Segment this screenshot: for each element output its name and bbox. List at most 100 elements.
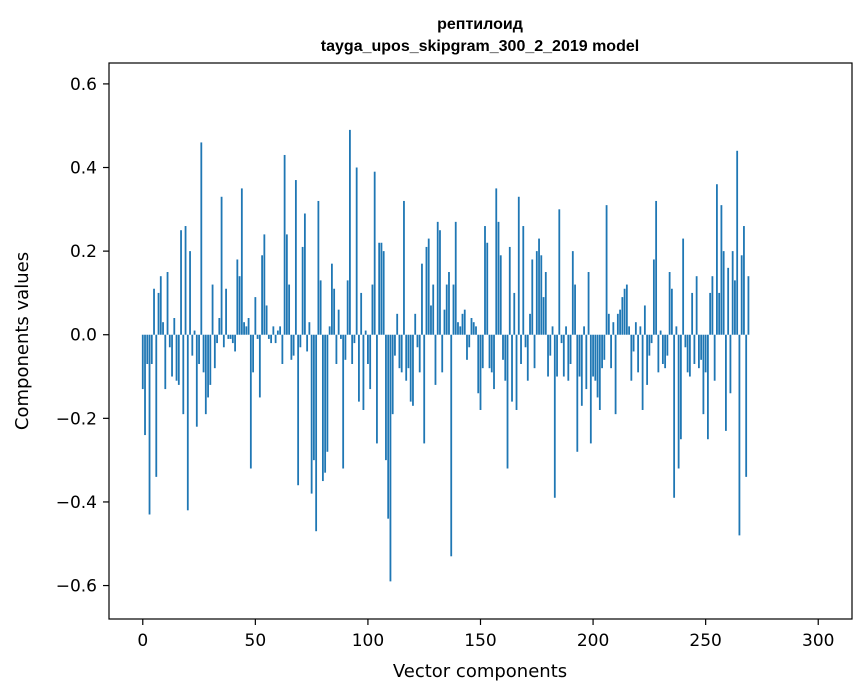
bar-198 bbox=[587, 272, 590, 335]
bar-120 bbox=[412, 334, 414, 406]
bar-225 bbox=[648, 334, 651, 356]
bar-250 bbox=[704, 334, 707, 373]
bar-114 bbox=[398, 334, 401, 369]
bar-89 bbox=[342, 334, 345, 469]
bar-150 bbox=[479, 334, 482, 410]
bar-17 bbox=[180, 230, 182, 335]
bar-176 bbox=[538, 238, 540, 335]
bar-86 bbox=[335, 334, 338, 364]
bar-269 bbox=[747, 276, 750, 335]
x-tick-label: 50 bbox=[245, 631, 267, 651]
bar-28 bbox=[204, 334, 207, 415]
bar-197 bbox=[585, 334, 588, 390]
bar-244 bbox=[691, 292, 694, 335]
bar-215 bbox=[625, 284, 628, 335]
bar-59 bbox=[274, 334, 277, 344]
bar-184 bbox=[556, 334, 558, 377]
bar-58 bbox=[272, 326, 275, 335]
bar-220 bbox=[637, 334, 640, 373]
bar-126 bbox=[425, 246, 428, 335]
bar-238 bbox=[677, 334, 680, 469]
bar-25 bbox=[198, 334, 200, 364]
bar-229 bbox=[657, 334, 660, 373]
bar-81 bbox=[324, 334, 327, 473]
bar-88 bbox=[340, 334, 342, 339]
bar-95 bbox=[355, 167, 358, 335]
bar-130 bbox=[434, 334, 437, 385]
bar-168 bbox=[520, 334, 522, 364]
bar-36 bbox=[222, 334, 225, 348]
bar-161 bbox=[504, 334, 507, 381]
bar-100 bbox=[367, 334, 369, 364]
bar-159 bbox=[499, 255, 502, 335]
bar-105 bbox=[378, 242, 381, 335]
bar-248 bbox=[700, 334, 703, 360]
bar-163 bbox=[508, 246, 511, 335]
bar-237 bbox=[675, 326, 678, 335]
bar-14 bbox=[173, 318, 176, 335]
bar-171 bbox=[526, 334, 529, 381]
bar-247 bbox=[698, 334, 700, 369]
bar-0 bbox=[141, 334, 144, 390]
bar-189 bbox=[567, 334, 570, 381]
bar-93 bbox=[351, 334, 354, 364]
bar-258 bbox=[722, 251, 725, 335]
bar-79 bbox=[319, 280, 322, 335]
bar-158 bbox=[497, 221, 500, 335]
bar-239 bbox=[679, 334, 682, 440]
bar-70 bbox=[299, 334, 302, 348]
bar-219 bbox=[634, 322, 637, 335]
bar-266 bbox=[740, 255, 743, 335]
bar-65 bbox=[288, 284, 291, 335]
bar-146 bbox=[470, 318, 473, 335]
bar-227 bbox=[652, 259, 655, 335]
bar-213 bbox=[621, 297, 624, 335]
bar-101 bbox=[369, 334, 372, 390]
bar-211 bbox=[616, 313, 619, 335]
bar-217 bbox=[630, 334, 633, 381]
y-axis-label: Components values bbox=[12, 252, 33, 430]
bar-201 bbox=[594, 334, 597, 381]
bar-170 bbox=[524, 334, 527, 348]
bar-131 bbox=[436, 221, 439, 335]
bar-212 bbox=[619, 309, 621, 335]
bar-63 bbox=[283, 154, 286, 335]
bar-174 bbox=[533, 334, 536, 369]
bar-133 bbox=[441, 334, 444, 373]
bar-256 bbox=[718, 292, 721, 335]
bar-143 bbox=[463, 309, 466, 335]
bar-21 bbox=[189, 251, 191, 335]
bar-222 bbox=[641, 334, 644, 410]
bar-224 bbox=[646, 334, 649, 385]
bar-37 bbox=[225, 288, 227, 335]
bar-106 bbox=[380, 242, 383, 335]
bar-148 bbox=[475, 326, 477, 335]
bar-216 bbox=[628, 326, 630, 335]
bar-53 bbox=[261, 255, 263, 335]
bar-99 bbox=[364, 330, 367, 335]
bar-169 bbox=[522, 226, 525, 335]
bar-136 bbox=[448, 272, 450, 335]
bar-77 bbox=[315, 334, 318, 532]
bar-144 bbox=[466, 334, 468, 360]
bar-154 bbox=[488, 334, 491, 369]
bar-223 bbox=[643, 305, 646, 335]
bar-172 bbox=[529, 313, 531, 335]
bar-188 bbox=[565, 326, 567, 335]
bar-162 bbox=[506, 334, 509, 469]
bar-187 bbox=[562, 334, 565, 377]
bar-246 bbox=[695, 276, 698, 335]
bar-42 bbox=[236, 259, 239, 335]
bar-84 bbox=[331, 263, 333, 335]
bar-195 bbox=[580, 334, 583, 406]
bar-47 bbox=[247, 318, 250, 335]
bar-183 bbox=[553, 334, 556, 498]
bar-94 bbox=[353, 334, 356, 344]
bar-142 bbox=[461, 313, 464, 335]
bar-175 bbox=[535, 251, 538, 335]
bar-108 bbox=[385, 334, 387, 461]
bar-90 bbox=[344, 334, 347, 360]
bar-262 bbox=[731, 251, 734, 335]
bar-186 bbox=[560, 334, 563, 344]
